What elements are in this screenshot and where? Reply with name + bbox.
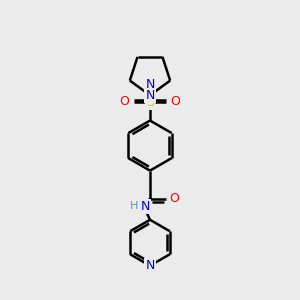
Text: N: N [145,78,155,91]
Text: H: H [130,201,138,211]
Text: N: N [140,200,150,213]
Text: O: O [120,94,130,108]
Text: N: N [145,259,155,272]
Text: N: N [145,89,155,102]
Text: O: O [170,94,180,108]
Text: O: O [169,192,179,205]
Text: S: S [146,96,154,109]
